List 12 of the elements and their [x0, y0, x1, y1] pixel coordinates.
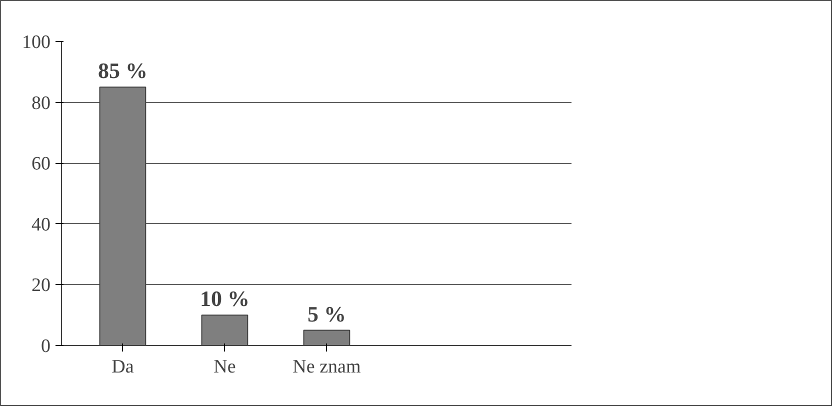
- y-tick-label: 60: [32, 154, 50, 175]
- y-tick-label: 40: [32, 214, 50, 236]
- y-tick-label: 20: [32, 275, 50, 296]
- y-tick-label: 100: [22, 32, 50, 53]
- y-tick-label: 0: [41, 336, 50, 357]
- x-tick-label: Ne znam: [292, 356, 361, 378]
- x-tick-label: Ne: [214, 356, 236, 378]
- data-label: 5 %: [307, 301, 346, 326]
- data-label: 10 %: [200, 286, 250, 312]
- y-tick-label: 80: [32, 92, 50, 114]
- data-label: 85 %: [98, 58, 148, 84]
- x-tick-label: Da: [112, 356, 134, 378]
